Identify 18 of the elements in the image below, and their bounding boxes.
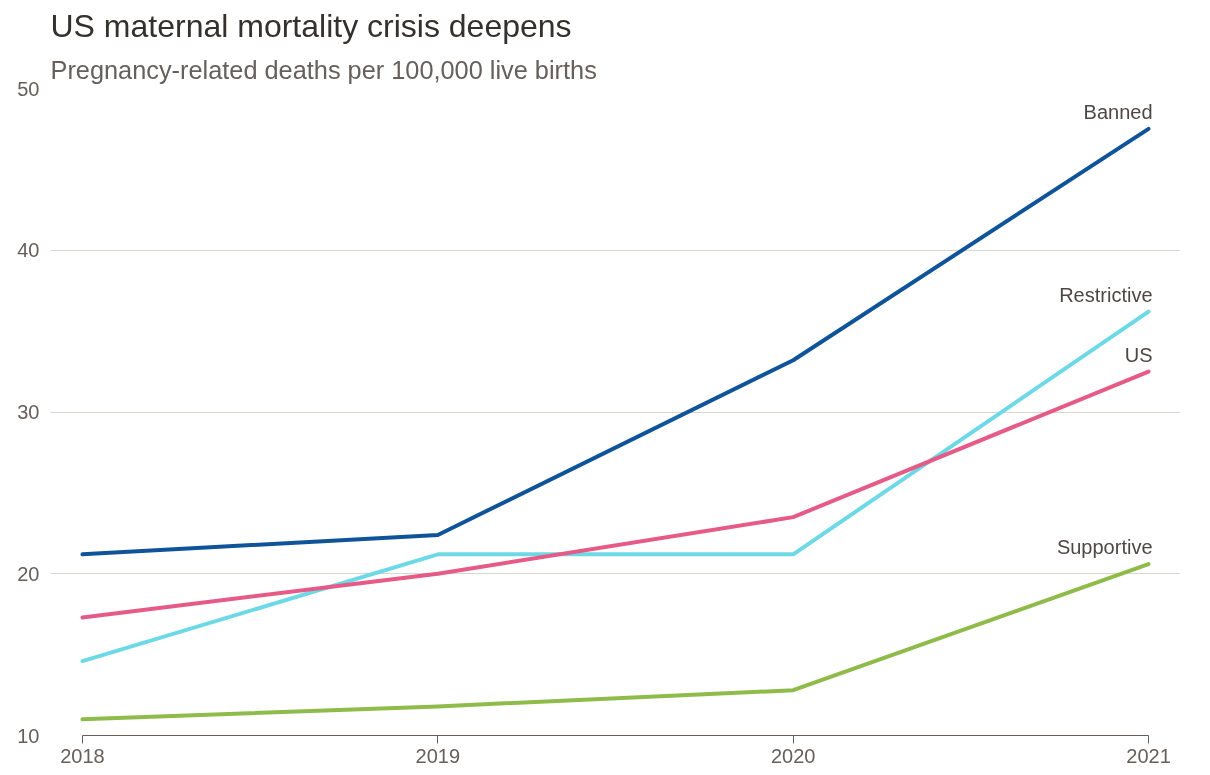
line-series [80, 369, 1151, 620]
line-series [80, 126, 1151, 557]
series-label: US [1124, 343, 1153, 366]
x-tick-label: 2021 [1126, 744, 1171, 767]
series-label: Banned [1083, 100, 1153, 123]
line-series [80, 562, 1151, 722]
y-tick-label: 30 [17, 401, 40, 423]
chart-title: US maternal mortality crisis deepens [50, 7, 572, 44]
y-tick-label: 10 [17, 724, 40, 747]
y-tick-label: 50 [17, 77, 40, 100]
x-tick-label: 2019 [415, 744, 461, 767]
series-label: Supportive [1056, 536, 1153, 559]
x-tick-label: 2020 [770, 744, 816, 767]
y-tick-label: 20 [17, 562, 40, 585]
series-label: Restrictive [1059, 283, 1153, 306]
chart-subtitle: Pregnancy-related deaths per 100,000 live births [50, 55, 597, 84]
y-tick-label: 40 [17, 239, 40, 262]
x-tick-label: 2018 [60, 744, 105, 767]
